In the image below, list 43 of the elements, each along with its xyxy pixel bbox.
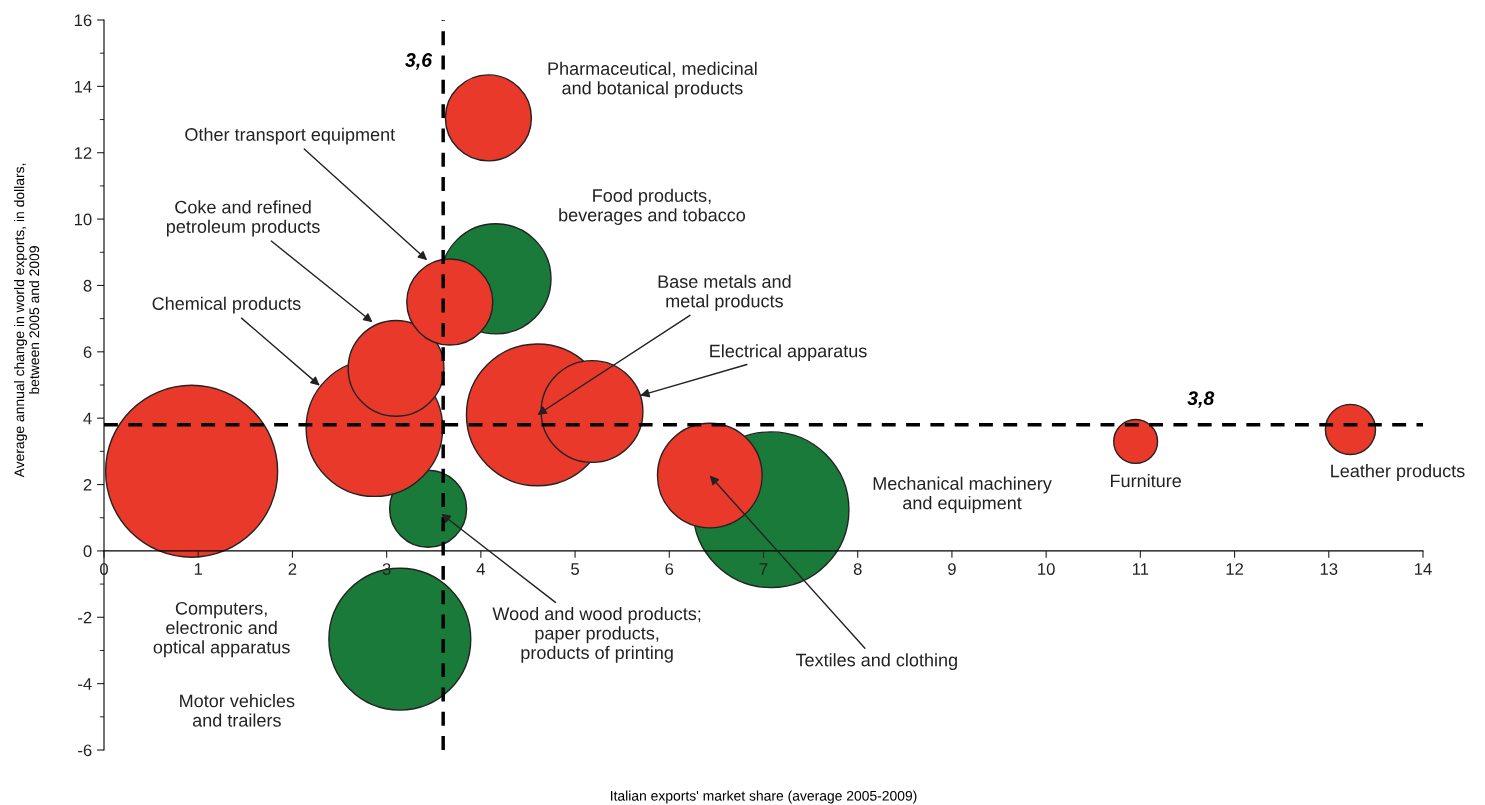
annotation: Mechanical machinery and equipment bbox=[873, 476, 1052, 513]
y-tick-label: 0 bbox=[83, 545, 92, 558]
annotation: Computers, electronic and optical apparatus bbox=[153, 601, 290, 658]
annotation: Electrical apparatus bbox=[710, 344, 867, 361]
y-tick-label: 12 bbox=[74, 147, 92, 159]
ref-line-label: 3,6 bbox=[405, 53, 433, 70]
x-tick-label: 14 bbox=[1415, 563, 1432, 575]
y-axis-title: Average annual change in world exports, in dollars, between 2005 and 2009 bbox=[14, 163, 40, 478]
x-tick-label: 12 bbox=[1226, 563, 1243, 575]
y-tick-label: 10 bbox=[74, 213, 92, 226]
y-tick-label: 8 bbox=[83, 279, 92, 292]
annotation: Motor vehicles and trailers bbox=[180, 694, 295, 727]
x-tick-label: 7 bbox=[759, 563, 768, 575]
annotation: Other transport equipment bbox=[185, 127, 396, 145]
annotation: Furniture bbox=[1111, 473, 1181, 488]
x-tick-label: 9 bbox=[948, 563, 956, 575]
y-tick-label: 2 bbox=[83, 478, 92, 491]
x-tick-label: 11 bbox=[1132, 563, 1149, 575]
annotation: Pharmaceutical, medicinal and botanical products bbox=[548, 61, 757, 99]
x-tick-label: 1 bbox=[194, 563, 203, 575]
annotation: Chemical products bbox=[152, 296, 301, 314]
x-tick-label: 2 bbox=[288, 563, 297, 575]
annotation: Coke and refined petroleum products bbox=[166, 200, 320, 237]
x-tick-label: 5 bbox=[571, 563, 580, 575]
annotation: Base metals and metal products bbox=[658, 274, 791, 311]
x-tick-label: 8 bbox=[853, 563, 862, 575]
x-tick-label: 4 bbox=[476, 563, 485, 575]
y-tick-label: -6 bbox=[78, 744, 92, 757]
annotation: Food products, beverages and tobacco bbox=[559, 188, 746, 225]
y-tick-label: 16 bbox=[74, 14, 92, 27]
x-tick-label: 13 bbox=[1320, 563, 1338, 575]
x-axis-title: Italian exports' market share (average 2005-2009) bbox=[610, 790, 917, 804]
annotation: Wood and wood products; paper products, products of printing bbox=[492, 606, 701, 663]
x-tick-label: 6 bbox=[665, 563, 674, 575]
y-tick-label: -4 bbox=[78, 678, 92, 690]
annotation: Leather products bbox=[1331, 464, 1465, 481]
y-tick-label: 14 bbox=[74, 80, 92, 93]
y-tick-label: 6 bbox=[83, 346, 92, 359]
x-tick-label: 10 bbox=[1038, 563, 1055, 575]
y-tick-label: 4 bbox=[83, 412, 92, 425]
y-tick-label: -2 bbox=[78, 611, 92, 624]
ref-line-label: 3,8 bbox=[1187, 391, 1215, 408]
annotation: Textiles and clothing bbox=[795, 653, 957, 670]
